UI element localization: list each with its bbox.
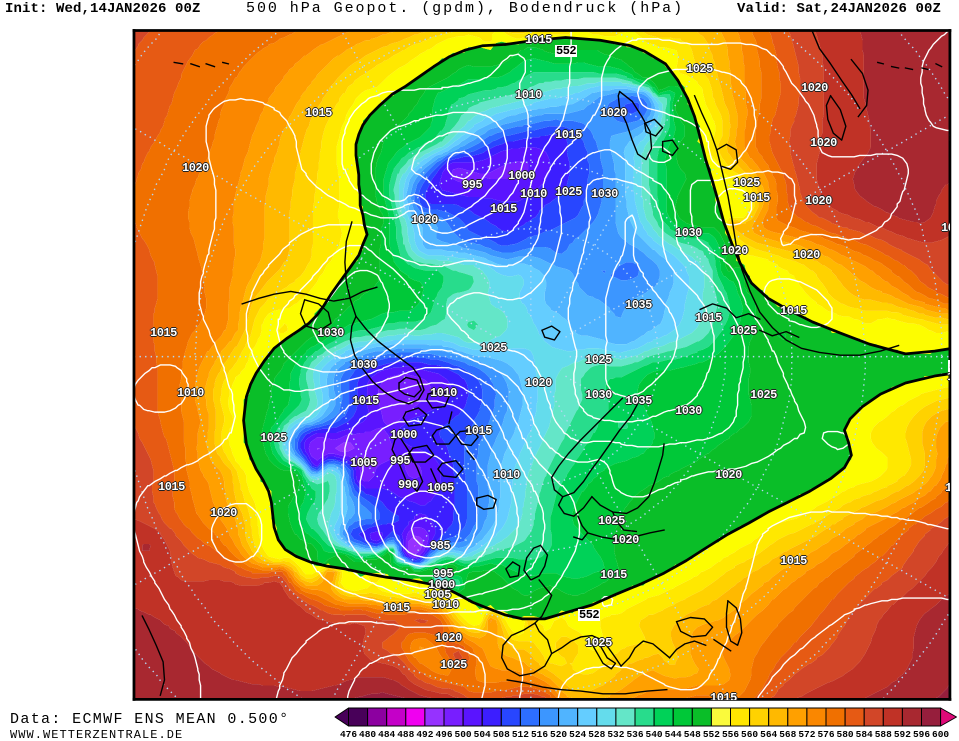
svg-text:528: 528 xyxy=(588,729,605,740)
svg-text:560: 560 xyxy=(741,729,758,740)
svg-text:540: 540 xyxy=(646,729,663,740)
svg-text:496: 496 xyxy=(435,729,452,740)
svg-text:544: 544 xyxy=(665,729,682,740)
svg-text:516: 516 xyxy=(531,729,548,740)
svg-text:572: 572 xyxy=(798,729,815,740)
svg-text:524: 524 xyxy=(569,729,586,740)
svg-text:556: 556 xyxy=(722,729,739,740)
svg-text:480: 480 xyxy=(359,729,376,740)
svg-text:596: 596 xyxy=(913,729,930,740)
svg-text:536: 536 xyxy=(626,729,643,740)
svg-text:488: 488 xyxy=(397,729,414,740)
svg-text:484: 484 xyxy=(378,729,395,740)
svg-text:576: 576 xyxy=(817,729,834,740)
svg-text:512: 512 xyxy=(512,729,529,740)
svg-text:508: 508 xyxy=(493,729,510,740)
svg-text:520: 520 xyxy=(550,729,567,740)
svg-text:564: 564 xyxy=(760,729,777,740)
svg-text:548: 548 xyxy=(684,729,701,740)
svg-text:476: 476 xyxy=(340,729,357,740)
svg-text:568: 568 xyxy=(779,729,796,740)
svg-text:532: 532 xyxy=(607,729,624,740)
svg-text:584: 584 xyxy=(856,729,873,740)
svg-text:552: 552 xyxy=(703,729,720,740)
svg-text:588: 588 xyxy=(875,729,892,740)
svg-text:600: 600 xyxy=(932,729,949,740)
svg-text:580: 580 xyxy=(837,729,854,740)
svg-text:492: 492 xyxy=(416,729,433,740)
svg-text:504: 504 xyxy=(474,729,491,740)
svg-text:500: 500 xyxy=(455,729,472,740)
svg-text:592: 592 xyxy=(894,729,911,740)
